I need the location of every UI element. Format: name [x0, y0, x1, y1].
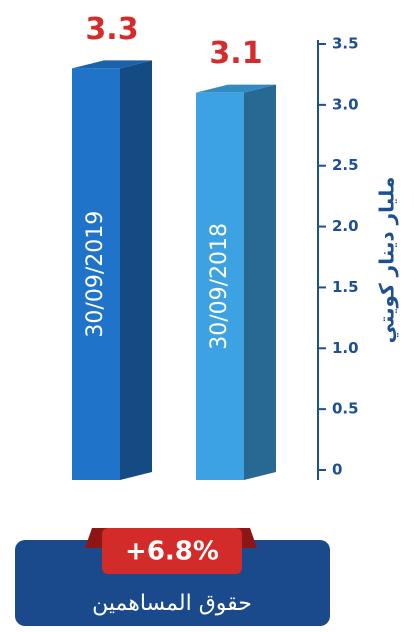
y-tick-label: 1.5	[332, 278, 359, 296]
y-tick-label: 3.0	[332, 95, 359, 113]
category-label: 30/09/2018	[207, 223, 232, 350]
ribbon	[102, 528, 242, 574]
data-label: 3.3	[85, 12, 138, 47]
y-tick-label: 3.5	[332, 35, 359, 53]
y-axis-label: مليار دينار كويتي	[375, 177, 400, 344]
subtitle: حقوق المساهمين	[92, 591, 252, 616]
bar-side	[120, 60, 152, 480]
y-tick-label: 1.0	[332, 339, 359, 357]
bar	[72, 68, 120, 480]
y-tick-label: 2.0	[332, 217, 359, 235]
banner	[15, 540, 330, 626]
category-label: 30/09/2019	[83, 211, 108, 338]
y-tick-label: 2.5	[332, 156, 359, 174]
bar	[196, 92, 244, 480]
data-label: 3.1	[209, 36, 262, 71]
y-tick-label: 0	[332, 461, 342, 479]
bar-side	[244, 84, 276, 480]
bar-top	[72, 60, 152, 69]
badge: +6.8%	[125, 537, 219, 567]
y-tick-label: 0.5	[332, 400, 359, 418]
bar-top	[196, 84, 276, 93]
